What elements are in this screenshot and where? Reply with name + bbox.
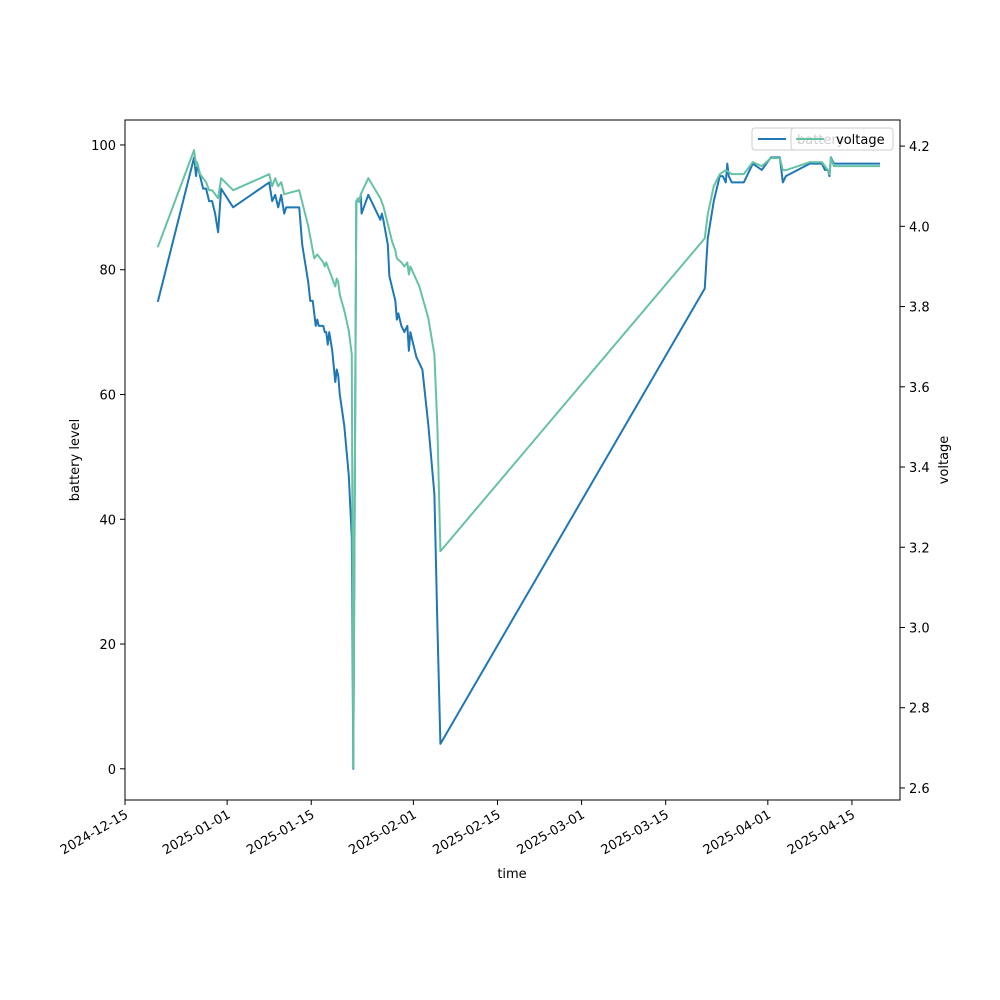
y-right-tick-label: 4.0	[909, 220, 930, 235]
y-right-tick-label: 3.0	[909, 621, 930, 636]
y-axis-right: 2.6 2.8 3.0 3.2 3.4 3.6 3.8 4.0 4.2	[900, 140, 930, 797]
y-left-tick-label: 0	[108, 763, 116, 778]
y-left-tick-label: 20	[99, 638, 116, 653]
series-line-voltage	[156, 149, 880, 769]
legend-voltage: voltage	[790, 127, 894, 151]
y-right-tick-label: 3.2	[909, 541, 930, 556]
x-axis-label: time	[497, 867, 526, 882]
legend-voltage-label: voltage	[836, 133, 885, 148]
series-line-battery	[156, 156, 880, 770]
plot-frame	[124, 119, 901, 801]
y-left-tick-label: 40	[99, 513, 116, 528]
y-left-tick-label: 100	[91, 139, 116, 154]
legend-voltage-box	[790, 127, 894, 151]
y-right-tick-label: 2.6	[909, 782, 930, 797]
y-left-tick-label: 60	[99, 388, 116, 403]
y-right-tick-label: 4.2	[909, 140, 930, 155]
y-right-tick-label: 3.4	[909, 461, 930, 476]
y-left-tick-label: 80	[99, 264, 116, 279]
y-axis-left: 0 20 40 60 80 100	[91, 139, 125, 778]
y-right-tick-label: 3.8	[909, 301, 930, 316]
y-axis-right-label: voltage	[937, 436, 952, 485]
y-axis-left-label: battery level	[68, 419, 83, 502]
series-layer	[156, 149, 880, 770]
y-right-tick-label: 2.8	[909, 702, 930, 717]
y-right-tick-label: 3.6	[909, 381, 930, 396]
